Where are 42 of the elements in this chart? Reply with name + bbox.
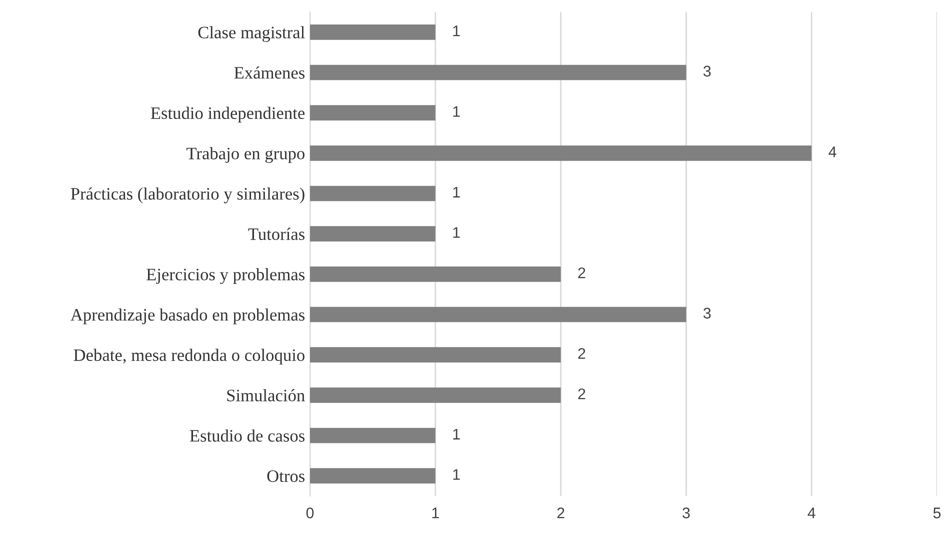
x-tick-label: 0 [306,508,314,518]
data-label: 1 [453,227,460,238]
y-tick-label: Tutorías [248,228,305,240]
y-tick-label: Aprendizaje basado en problemas [70,308,304,324]
x-tick-label: 5 [933,508,941,518]
bar [310,186,436,202]
x-tick-label: 3 [682,508,690,518]
y-tick-label: Estudio de casos [190,429,305,442]
bar [310,306,686,322]
bar [310,347,561,362]
y-tick-label: Prácticas (laboratorio y similares) [70,187,304,204]
data-label: 2 [578,348,586,359]
y-tick-label: Exámenes [234,66,305,79]
data-label: 3 [703,308,711,319]
y-tick-label: Otros [267,470,305,482]
data-label: 4 [828,146,836,158]
bar [310,428,436,444]
y-tick-label: Simulación [227,389,305,402]
data-label: 3 [703,66,711,77]
x-tick-label: 4 [808,508,816,518]
data-label: 1 [453,186,460,198]
data-label: 2 [578,388,586,400]
data-label: 1 [453,469,460,480]
bar [310,468,436,484]
data-label: 1 [453,428,460,440]
x-tick-label: 1 [432,508,439,518]
y-tick-label: Ejercicios y problemas [146,268,305,284]
x-tick-label: 2 [557,508,564,518]
data-label: 1 [453,26,460,36]
bar [310,226,436,242]
y-tick-label: Clase magistral [198,26,305,42]
y-tick-label: Trabajo en grupo [186,147,304,163]
bar [310,24,436,40]
y-tick-label: Estudio independiente [150,106,305,123]
bar [310,105,436,120]
bar [310,64,686,80]
bar [310,266,561,282]
bar [310,146,812,161]
data-label: 1 [453,106,460,117]
bar [310,388,561,403]
data-label: 2 [578,267,586,278]
y-tick-label: Debate, mesa redonda o coloquio [74,348,304,365]
